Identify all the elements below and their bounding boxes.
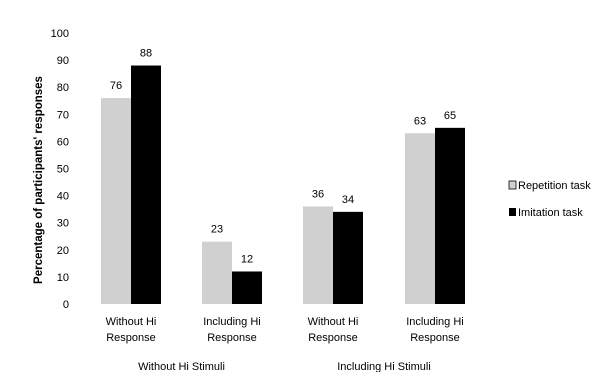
legend-label-imitation-task: Imitation task [518,207,583,219]
bar-imitation-task-1 [232,271,262,304]
data-label-imitation-task-0: 88 [140,48,152,60]
bar-imitation-task-3 [435,127,465,304]
y-tick-label-60: 60 [57,136,69,148]
y-axis-title: Percentage of participants' responses [33,76,45,284]
data-label-imitation-task-2: 34 [342,194,354,206]
bar-imitation-task-2 [333,211,363,304]
y-tick-label-40: 40 [57,191,69,203]
y-tick-label-80: 80 [57,82,69,94]
y-tick-label-30: 30 [57,218,69,230]
category-label-0-line-1: Response [106,332,156,344]
data-label-repetition-task-0: 76 [110,80,122,92]
category-label-2-line-0: Without Hi [308,316,359,328]
group-label-1: Including Hi Stimuli [337,361,431,372]
group-label-0: Without Hi Stimuli [138,361,225,372]
y-tick-label-70: 70 [57,109,69,121]
category-label-3-line-0: Including Hi [406,316,463,328]
bars [101,65,465,305]
y-tick-label-20: 20 [57,245,69,257]
category-labels: Without Hi Response Including Hi Response Wi… [106,316,464,344]
y-tick-label-90: 90 [57,55,69,67]
category-label-1-line-1: Response [207,332,257,344]
y-axis-ticks: 0 10 20 30 40 50 60 70 80 90 100 [51,28,69,311]
bar-repetition-task-2 [303,206,333,304]
data-label-repetition-task-1: 23 [211,224,223,236]
data-label-imitation-task-1: 12 [241,253,253,265]
category-label-2-line-1: Response [308,332,358,344]
data-label-imitation-task-3: 65 [444,110,456,122]
bar-repetition-task-0 [101,98,131,304]
y-tick-label-100: 100 [51,28,69,40]
bar-imitation-task-0 [131,65,161,305]
data-labels: 76 23 36 63 88 12 34 65 [110,48,456,266]
legend-swatch-imitation-task [509,208,516,216]
category-label-1-line-0: Including Hi [203,316,260,328]
category-label-3-line-1: Response [410,332,460,344]
data-label-repetition-task-2: 36 [312,188,324,200]
legend-swatch-repetition-task [508,180,517,190]
y-tick-label-10: 10 [57,272,69,284]
group-labels: Without Hi Stimuli Including Hi Stimuli [138,361,431,373]
legend: Repetition task Imitation task [508,180,591,219]
category-label-0-line-0: Without Hi [106,316,157,328]
y-tick-label-50: 50 [57,164,69,176]
bar-repetition-task-3 [405,133,435,304]
data-label-repetition-task-3: 63 [414,115,426,127]
y-axis-title-group: Percentage of participants' responses [33,76,45,284]
bar-repetition-task-1 [202,241,232,304]
y-tick-label-0: 0 [63,299,69,311]
legend-label-repetition-task: Repetition task [518,180,591,192]
